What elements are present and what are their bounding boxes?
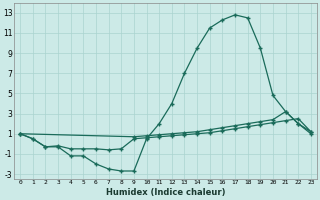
X-axis label: Humidex (Indice chaleur): Humidex (Indice chaleur) [106,188,225,197]
